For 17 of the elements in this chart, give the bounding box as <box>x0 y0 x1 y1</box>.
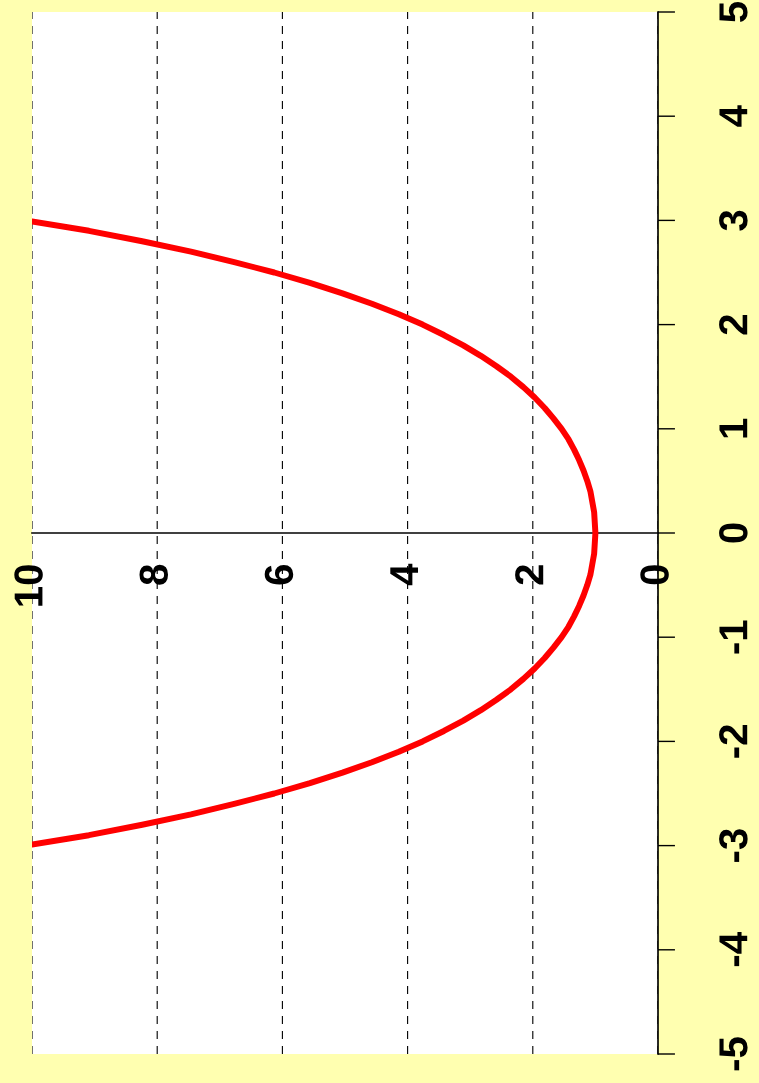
x-tick-label: 2 <box>515 565 544 585</box>
y-tick-label: 3 <box>719 210 748 231</box>
y-tick-label: -4 <box>719 932 748 967</box>
y-tick-label: -3 <box>719 829 748 862</box>
y-tick-label: 4 <box>719 105 748 127</box>
x-tick-label: 10 <box>14 565 43 606</box>
x-tick-label: 0 <box>640 565 669 585</box>
y-tick-label: 0 <box>719 523 748 543</box>
y-tick-label: 1 <box>719 418 748 438</box>
y-tick-label: 2 <box>719 315 748 335</box>
y-tick-label: -2 <box>719 725 748 758</box>
x-tick-label: 6 <box>264 565 294 585</box>
x-tick-label: 8 <box>139 564 169 585</box>
y-tick-label: -1 <box>719 620 748 654</box>
y-tick-label: -5 <box>719 1037 748 1071</box>
y-tick-label: 5 <box>719 1 748 22</box>
x-tick-label: 4 <box>390 563 419 586</box>
